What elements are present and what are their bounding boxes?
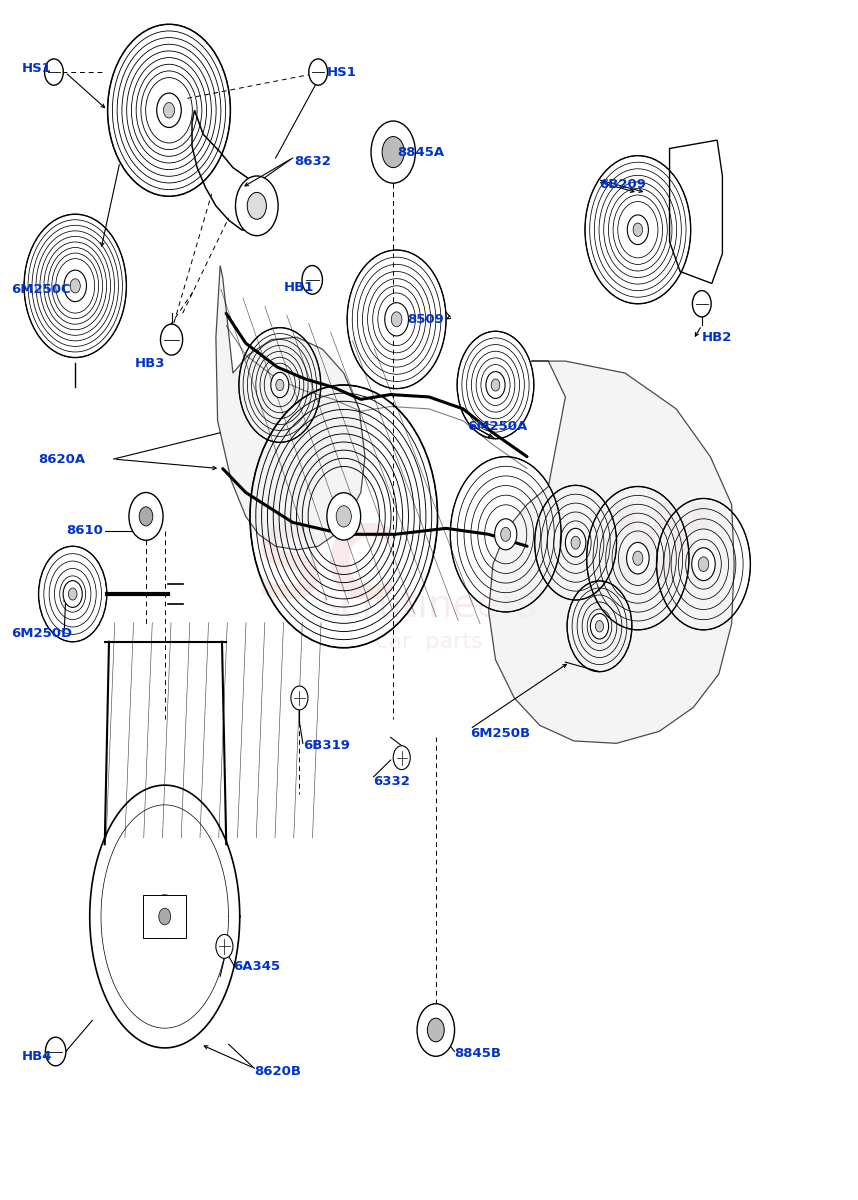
Text: 8845A: 8845A xyxy=(397,145,444,158)
Circle shape xyxy=(302,265,323,294)
Circle shape xyxy=(157,94,181,127)
Circle shape xyxy=(216,935,233,959)
Text: HB1: HB1 xyxy=(284,281,315,294)
Circle shape xyxy=(633,551,643,565)
Bar xyxy=(692,503,710,529)
Circle shape xyxy=(164,102,174,118)
Text: HB4: HB4 xyxy=(21,1050,52,1063)
Circle shape xyxy=(590,613,608,638)
Circle shape xyxy=(698,557,709,571)
Bar xyxy=(692,556,710,582)
Circle shape xyxy=(427,1018,444,1042)
Circle shape xyxy=(129,492,163,540)
Circle shape xyxy=(391,312,402,326)
Bar xyxy=(617,529,635,556)
Circle shape xyxy=(417,1003,455,1056)
Circle shape xyxy=(692,547,716,581)
Text: 6M250A: 6M250A xyxy=(468,420,528,433)
Circle shape xyxy=(45,59,63,85)
Circle shape xyxy=(160,324,183,355)
Bar xyxy=(635,556,654,582)
Circle shape xyxy=(275,379,284,391)
Bar xyxy=(654,503,673,529)
Text: 8845B: 8845B xyxy=(455,1048,502,1061)
Bar xyxy=(635,529,654,556)
Polygon shape xyxy=(489,361,734,743)
Circle shape xyxy=(393,745,410,769)
Text: 6M250C: 6M250C xyxy=(11,283,71,296)
Bar xyxy=(673,503,692,529)
Text: 8509: 8509 xyxy=(408,313,444,326)
Circle shape xyxy=(627,215,649,245)
Text: 8620B: 8620B xyxy=(254,1066,301,1079)
Text: 8610: 8610 xyxy=(67,524,104,538)
Circle shape xyxy=(565,528,586,557)
Circle shape xyxy=(70,278,81,293)
Bar xyxy=(673,529,692,556)
Circle shape xyxy=(63,581,82,607)
Circle shape xyxy=(491,379,500,391)
Polygon shape xyxy=(192,110,274,232)
Text: HS1: HS1 xyxy=(21,62,51,74)
Circle shape xyxy=(384,302,408,336)
Bar xyxy=(635,503,654,529)
Text: scrutineers: scrutineers xyxy=(321,587,537,625)
Text: 6M250D: 6M250D xyxy=(11,626,72,640)
Circle shape xyxy=(69,588,77,600)
Circle shape xyxy=(382,137,404,168)
Text: HB3: HB3 xyxy=(135,358,166,370)
Text: 8632: 8632 xyxy=(294,155,331,168)
Bar xyxy=(143,895,186,938)
Circle shape xyxy=(495,518,517,550)
Circle shape xyxy=(692,290,711,317)
Bar xyxy=(617,556,635,582)
Polygon shape xyxy=(216,265,365,550)
Circle shape xyxy=(64,270,87,301)
Circle shape xyxy=(159,908,171,925)
Circle shape xyxy=(235,176,278,235)
Circle shape xyxy=(371,121,415,184)
Text: car  parts: car parts xyxy=(376,632,482,652)
Bar xyxy=(654,556,673,582)
Circle shape xyxy=(501,527,511,541)
Circle shape xyxy=(336,505,351,527)
Text: 8620A: 8620A xyxy=(39,452,86,466)
Text: 6332: 6332 xyxy=(373,775,410,788)
Polygon shape xyxy=(669,140,722,283)
Text: 6A345: 6A345 xyxy=(233,960,280,973)
Bar xyxy=(692,529,710,556)
Text: 6M250B: 6M250B xyxy=(470,727,530,740)
Text: 6B319: 6B319 xyxy=(303,739,350,752)
Text: SC: SC xyxy=(254,522,399,619)
Circle shape xyxy=(486,372,505,398)
Circle shape xyxy=(139,506,153,526)
Circle shape xyxy=(271,372,289,397)
Text: HB2: HB2 xyxy=(702,331,732,343)
Text: HS1: HS1 xyxy=(327,66,357,78)
Circle shape xyxy=(633,223,643,236)
Bar xyxy=(617,503,635,529)
Circle shape xyxy=(45,1037,66,1066)
Bar xyxy=(673,556,692,582)
Circle shape xyxy=(571,536,580,550)
Circle shape xyxy=(595,620,603,632)
Text: 6B209: 6B209 xyxy=(600,178,646,191)
Circle shape xyxy=(149,895,180,938)
Circle shape xyxy=(291,686,308,710)
Circle shape xyxy=(247,192,266,220)
Bar xyxy=(654,529,673,556)
Circle shape xyxy=(309,59,328,85)
Circle shape xyxy=(626,542,650,574)
Circle shape xyxy=(327,493,360,540)
